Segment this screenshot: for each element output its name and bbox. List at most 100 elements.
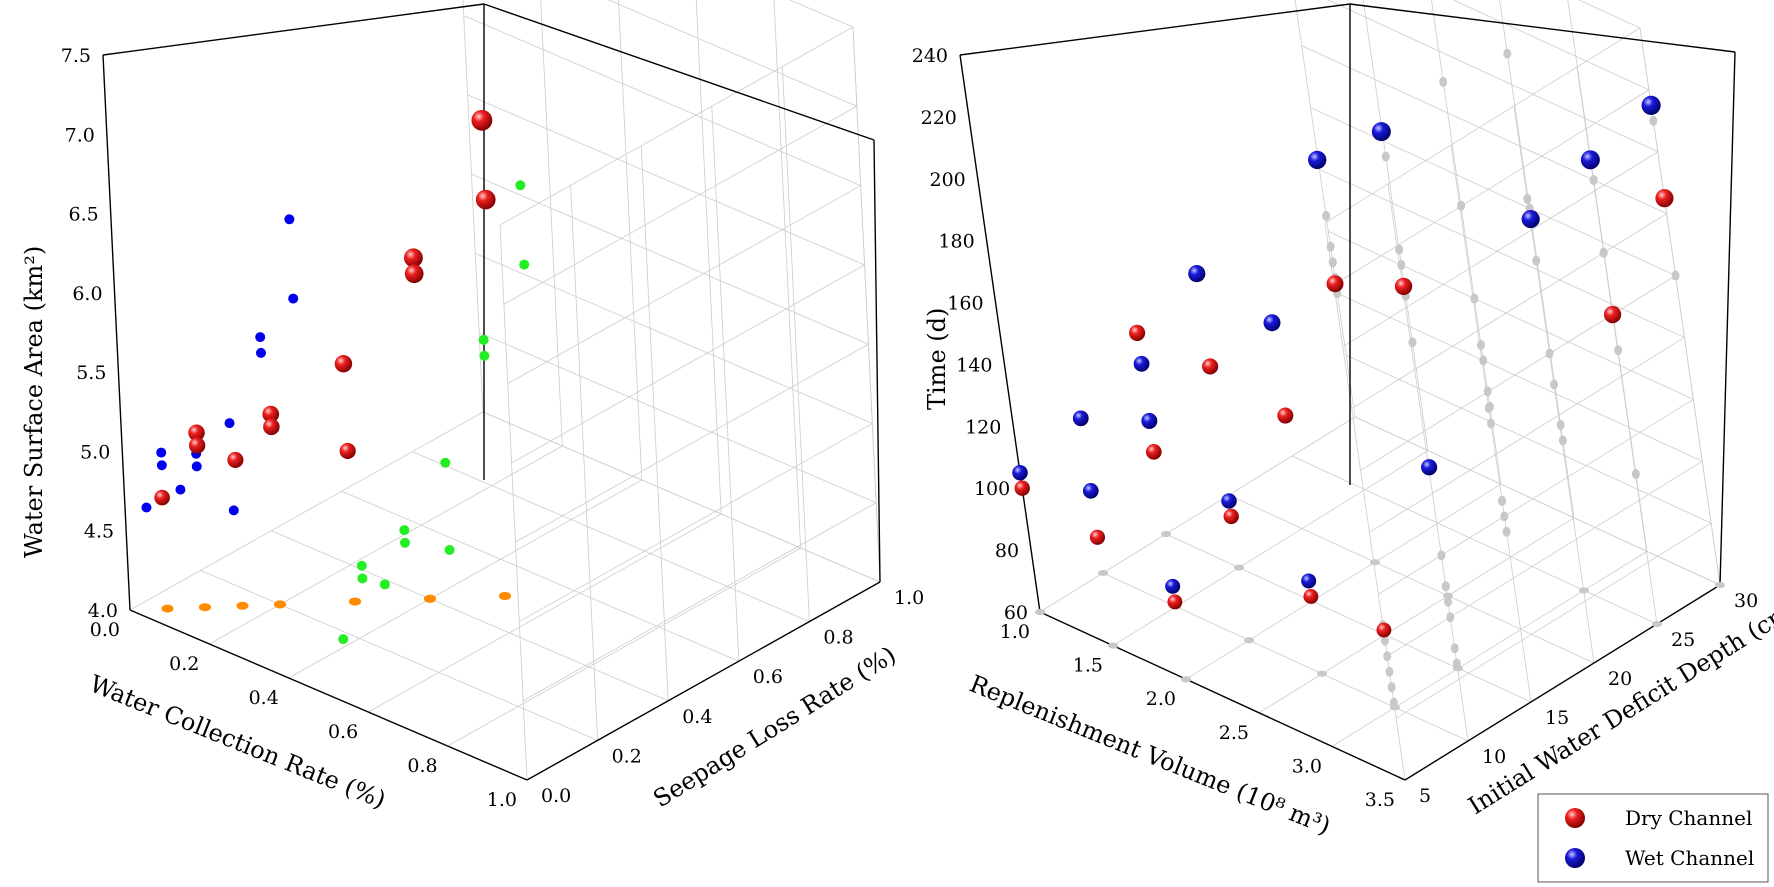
side-wall-grid-z — [503, 105, 858, 305]
data-point — [404, 264, 424, 284]
right-back-top-left — [959, 3, 1351, 56]
back-wall-projection-point — [1457, 200, 1465, 211]
yz-projection-point — [399, 537, 410, 548]
y-tick-label: 20 — [1608, 668, 1632, 690]
side-wall-projection-point — [1532, 255, 1541, 266]
z-tick-label: 140 — [956, 354, 992, 376]
yz-projection-point — [399, 525, 410, 536]
side-wall-projection-point — [1550, 379, 1558, 390]
back-wall-projection-point — [1470, 293, 1479, 304]
back-wall-grid-z — [463, 15, 861, 186]
yz-projection-point — [515, 180, 526, 191]
yz-projection-point — [444, 544, 455, 555]
back-wall-projection-point — [1477, 339, 1485, 350]
z-tick-label: 160 — [947, 293, 983, 315]
wet-channel-point — [1521, 210, 1540, 229]
floor-grid-x — [1258, 517, 1575, 714]
legend: Dry Channel Wet Channel — [1537, 793, 1769, 883]
wet-channel-point — [1141, 412, 1158, 429]
back-wall-grid-z — [1327, 0, 1658, 153]
z-tick-label: 4.0 — [88, 600, 118, 622]
side-wall-grid-y — [570, 185, 598, 741]
side-wall-grid-y — [782, 66, 810, 622]
right-x-axis-line — [1039, 611, 1406, 781]
dry-channel-point — [1303, 589, 1319, 604]
back-wall-projection-point — [1328, 257, 1337, 268]
yz-projection-point — [478, 334, 489, 345]
y-tick-label: 1.0 — [894, 587, 924, 609]
left-3d-scatter: 4.0 4.5 5.0 5.5 6.0 6.5 7.0 7.5 0.0 0.2 0.4 0.6 0.8 1… — [20, 0, 924, 814]
floor-grid-x — [1185, 483, 1502, 680]
side-wall-grid-y — [640, 145, 669, 701]
xz-projection-point — [156, 447, 167, 458]
floor-projection-point — [1234, 564, 1244, 571]
back-wall-grid-x — [1362, 0, 1429, 451]
floor-projection-point — [274, 600, 286, 609]
back-wall-projection-point — [1381, 151, 1390, 162]
floor-projection-point — [1181, 676, 1191, 683]
floor-grid-y — [1165, 533, 1532, 703]
floor-projection-point — [1244, 637, 1254, 644]
floor-grid-x — [1112, 450, 1429, 646]
xz-projection-point — [156, 460, 167, 471]
dry-channel-point — [1603, 305, 1622, 324]
back-wall-projection-point — [1483, 386, 1492, 397]
xz-projection-point — [175, 484, 186, 495]
side-wall-grid-y — [852, 26, 881, 583]
xz-projection-point — [224, 418, 235, 429]
data-point — [334, 355, 353, 373]
back-wall-projection-point — [1326, 241, 1335, 252]
right-data-points — [1012, 95, 1674, 638]
left-back-right-vertical — [483, 3, 875, 141]
yz-projection-point — [338, 634, 349, 645]
z-tick-label: 80 — [995, 540, 1019, 562]
floor-grid-x — [447, 547, 801, 747]
y-tick-label: 5 — [1419, 785, 1431, 807]
x-tick-label: 1.0 — [487, 789, 517, 811]
floor-projection-point — [1098, 570, 1108, 576]
x-tick-label: 3.5 — [1365, 789, 1395, 811]
floor-projection-point — [1443, 592, 1453, 599]
back-wall-grid-z — [471, 173, 869, 345]
z-tick-label: 240 — [912, 45, 948, 67]
right-y-axis-label: Initial Water Deficit Depth (cm) — [1463, 593, 1774, 820]
side-wall-projection-point — [1444, 596, 1452, 607]
dry-channel-point — [1014, 480, 1030, 496]
z-tick-label: 6.5 — [68, 204, 98, 226]
floor-grid-y — [412, 451, 810, 622]
back-wall-grid-z — [482, 411, 881, 583]
side-wall-grid-z — [519, 423, 873, 622]
side-wall-projection-point — [1500, 511, 1509, 522]
floor-projection-point — [236, 601, 249, 610]
x-tick-label: 3.0 — [1292, 755, 1322, 777]
x-tick-label: 0.0 — [90, 619, 120, 641]
xz-projection-point — [141, 502, 152, 513]
xz-projection-point — [255, 347, 266, 358]
z-tick-label: 200 — [930, 169, 966, 191]
legend-wet-label: Wet Channel — [1625, 846, 1754, 870]
back-wall-grid-z — [475, 253, 873, 424]
back-wall-grid-x — [540, 0, 563, 447]
y-tick-label: 0.8 — [823, 627, 853, 649]
x-tick-label: 0.8 — [407, 755, 437, 777]
side-wall-grid-y — [499, 224, 528, 781]
back-wall-grid-z — [1328, 230, 1694, 400]
data-point — [188, 424, 205, 442]
wet-channel-point — [1371, 122, 1391, 142]
side-wall-projection-point — [1545, 348, 1554, 359]
x-tick-label: 1.5 — [1073, 655, 1103, 677]
x-tick-label: 2.5 — [1219, 722, 1249, 744]
left-projection-points — [141, 180, 530, 645]
dry-channel-point — [1326, 275, 1344, 293]
back-wall-grid-z — [1310, 107, 1676, 276]
dry-channel-point — [1129, 324, 1146, 341]
wet-channel-point — [1188, 265, 1206, 283]
data-point — [339, 442, 356, 460]
side-wall-grid-z — [522, 502, 877, 702]
data-point — [188, 437, 206, 454]
side-wall-projection-point — [1523, 193, 1532, 204]
xz-projection-point — [284, 214, 295, 225]
back-wall-grid-z — [1345, 354, 1712, 524]
floor-grid-x — [129, 411, 484, 611]
data-point — [263, 418, 280, 436]
